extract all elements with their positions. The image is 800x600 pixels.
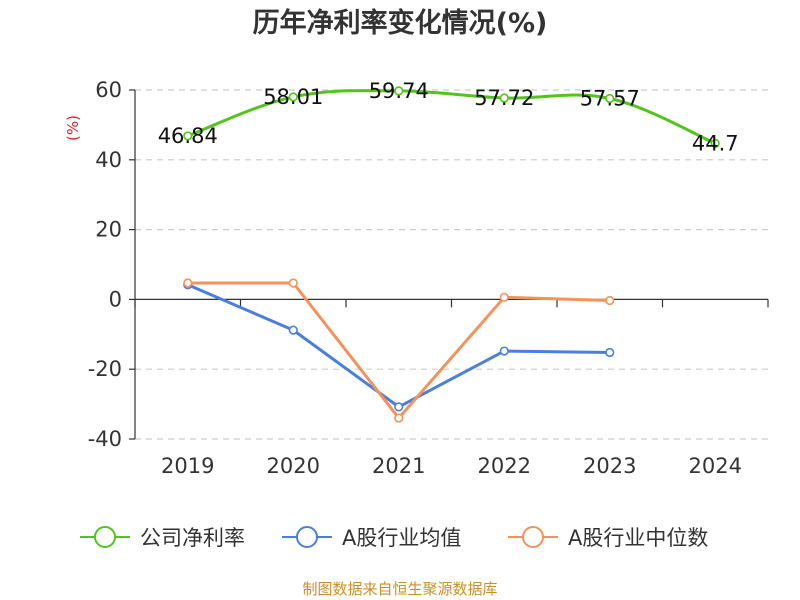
data-point [288, 278, 298, 288]
data-point [288, 325, 298, 335]
x-tick-label: 2023 [583, 454, 636, 478]
data-point [394, 86, 404, 96]
y-tick-label: -20 [88, 357, 122, 381]
data-label: 57.72 [474, 86, 534, 110]
x-tick-label: 2021 [372, 454, 425, 478]
data-label: 57.57 [580, 86, 640, 110]
y-tick-label: 0 [109, 287, 122, 311]
legend-marker [296, 526, 318, 548]
data-point [394, 413, 404, 423]
x-tick-label: 2022 [478, 454, 531, 478]
y-tick-label: -40 [88, 427, 122, 451]
data-point [499, 292, 509, 302]
data-point [605, 295, 615, 306]
y-tick-label: 60 [95, 78, 122, 102]
grid-lines [135, 89, 768, 440]
data-point [499, 346, 509, 356]
data-point [605, 93, 615, 104]
x-tick-label: 2024 [689, 454, 742, 478]
series-line-0 [186, 89, 717, 145]
data-point [394, 402, 404, 412]
data-point [183, 131, 193, 141]
legend: 公司净利率 A股行业均值 A股行业中位数 [80, 526, 708, 550]
data-point [499, 93, 509, 103]
data-label: 58.01 [263, 85, 323, 109]
chart-title: 历年净利率变化情况(%) [253, 7, 548, 39]
y-axis-ticks: 60 40 20 0 -20 -40 [88, 78, 135, 451]
data-point [710, 138, 720, 148]
data-label: 59.74 [369, 79, 429, 103]
legend-label: 公司净利率 [140, 526, 245, 550]
data-labels: 46.84 58.01 59.74 57.72 57.57 44.7 [158, 79, 739, 155]
data-point [288, 92, 298, 102]
data-point [183, 278, 193, 288]
legend-marker [94, 526, 116, 548]
y-tick-label: 20 [95, 218, 122, 242]
x-axis-ticks: 2019 2020 2021 2022 2023 2024 [134, 299, 769, 478]
data-label: 44.7 [692, 131, 739, 155]
data-point [605, 347, 615, 358]
series-line-1 [186, 283, 612, 409]
series-lines [183, 86, 720, 423]
y-tick-label: 40 [95, 148, 122, 172]
x-tick-label: 2020 [267, 454, 320, 478]
y-axis-unit: (%) [64, 115, 82, 141]
legend-label: A股行业均值 [342, 526, 461, 550]
source-note: 制图数据来自恒生聚源数据库 [302, 580, 497, 598]
legend-label: A股行业中位数 [568, 526, 708, 550]
data-label: 46.84 [158, 124, 218, 148]
legend-marker [522, 526, 544, 548]
x-tick-label: 2019 [161, 454, 214, 478]
